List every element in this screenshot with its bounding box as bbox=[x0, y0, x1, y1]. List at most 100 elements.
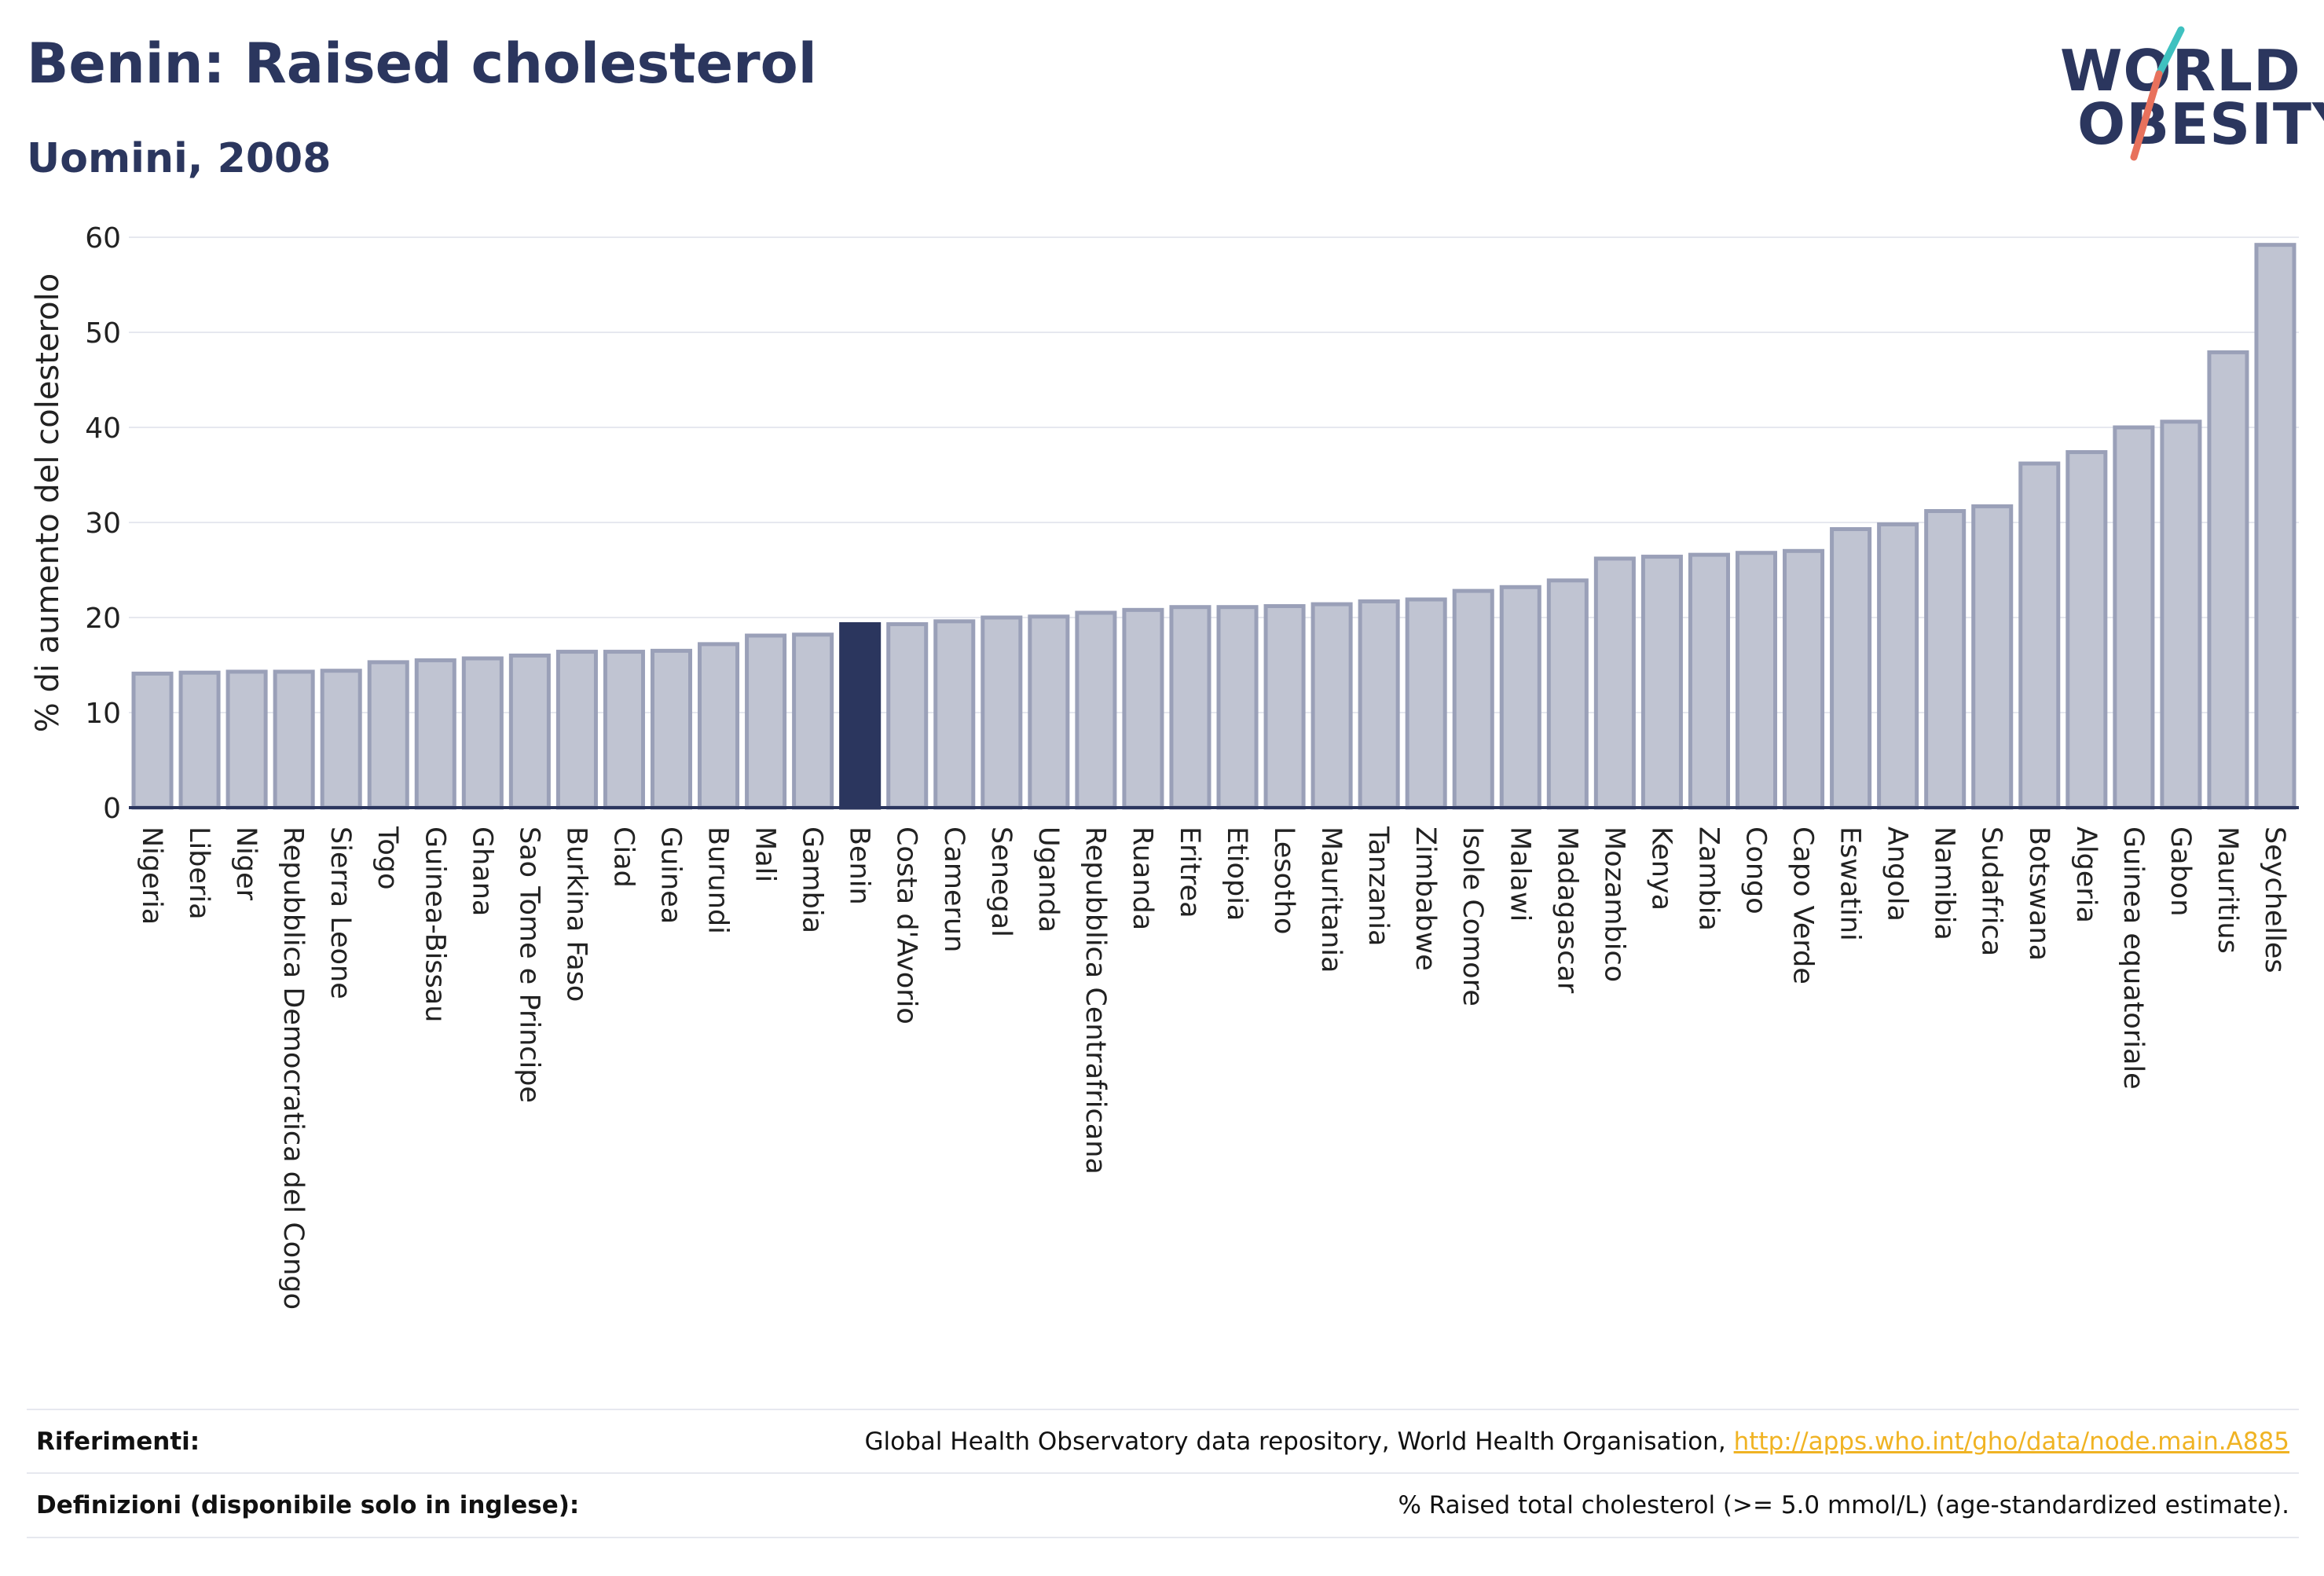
y-tick-label: 0 bbox=[103, 793, 121, 825]
bar-eritrea[interactable] bbox=[1169, 605, 1211, 810]
world-obesity-logo[interactable]: WORLD OBESITY bbox=[2049, 22, 2324, 171]
y-tick-label: 50 bbox=[85, 317, 121, 350]
x-tick-label: Zambia bbox=[1692, 826, 1724, 931]
y-axis-label: % di aumento del colesterolo bbox=[30, 273, 66, 732]
x-tick-label: Guinea-Bissau bbox=[419, 826, 450, 1022]
x-tick-label: Repubblica Centrafricana bbox=[1080, 826, 1111, 1175]
bar-mali[interactable] bbox=[745, 633, 787, 810]
x-tick-label: Benin bbox=[844, 826, 875, 905]
bar-lesotho[interactable] bbox=[1263, 603, 1306, 810]
bar-repubblica-centrafricana[interactable] bbox=[1075, 610, 1117, 810]
bar-repubblica-democratica-del-congo[interactable] bbox=[273, 669, 315, 810]
bar-isole-comore[interactable] bbox=[1452, 588, 1494, 810]
bar-costa-d-avorio[interactable] bbox=[886, 621, 929, 810]
x-tick-label: Botswana bbox=[2023, 826, 2055, 961]
bar-mozambico[interactable] bbox=[1593, 556, 1636, 810]
x-tick-label: Burundi bbox=[702, 826, 734, 934]
y-tick-label: 40 bbox=[85, 412, 121, 445]
bar-nigeria[interactable] bbox=[131, 671, 174, 810]
x-tick-label: Repubblica Democratica del Congo bbox=[277, 826, 309, 1310]
bar-angola[interactable] bbox=[1877, 522, 1919, 810]
x-tick-label: Capo Verde bbox=[1787, 826, 1819, 984]
bar-burkina-faso[interactable] bbox=[555, 650, 598, 810]
bar-sudafrica[interactable] bbox=[1971, 504, 2014, 810]
x-tick-label: Angola bbox=[1882, 826, 1913, 922]
bar-eswatini[interactable] bbox=[1830, 526, 1872, 810]
bar-malawi[interactable] bbox=[1499, 585, 1541, 810]
x-tick-label: Mauritania bbox=[1315, 826, 1347, 973]
bar-zimbabwe[interactable] bbox=[1405, 597, 1447, 810]
bar-liberia[interactable] bbox=[178, 670, 221, 810]
x-tick-label: Ghana bbox=[466, 826, 497, 916]
bars bbox=[131, 243, 2297, 810]
references-text: Global Health Observatory data repositor… bbox=[865, 1428, 2299, 1456]
y-tick-label: 20 bbox=[85, 603, 121, 635]
bar-guinea-equatoriale[interactable] bbox=[2113, 425, 2155, 810]
bar-sierra-leone[interactable] bbox=[320, 669, 362, 810]
bar-etiopia[interactable] bbox=[1216, 605, 1259, 810]
bar-gabon[interactable] bbox=[2160, 420, 2202, 810]
bar-gambia[interactable] bbox=[792, 632, 834, 810]
definitions-row: Definizioni (disponibile solo in inglese… bbox=[27, 1472, 2299, 1538]
bar-seychelles[interactable] bbox=[2254, 243, 2297, 810]
logo-word-world: WORLD bbox=[2060, 38, 2301, 104]
x-tick-label: Madagascar bbox=[1551, 826, 1582, 994]
bar-mauritius[interactable] bbox=[2207, 350, 2249, 810]
references-source: Global Health Observatory data repositor… bbox=[864, 1428, 1726, 1456]
bar-tanzania[interactable] bbox=[1358, 599, 1400, 810]
bar-congo[interactable] bbox=[1735, 551, 1778, 810]
bar-benin[interactable] bbox=[839, 621, 882, 810]
references-row: Riferimenti: Global Health Observatory d… bbox=[27, 1409, 2299, 1473]
chart-subtitle: Uomini, 2008 bbox=[27, 135, 332, 182]
bar-burundi[interactable] bbox=[698, 642, 740, 810]
bar-madagascar[interactable] bbox=[1546, 578, 1589, 810]
x-tick-label: Seychelles bbox=[2259, 826, 2290, 973]
x-tick-label: Algeria bbox=[2070, 826, 2102, 923]
y-axis-ticks: 0 10 20 30 40 50 60 bbox=[85, 222, 121, 825]
y-tick-label: 60 bbox=[85, 222, 121, 255]
x-tick-label: Togo bbox=[372, 826, 403, 889]
bar-uganda[interactable] bbox=[1028, 614, 1070, 810]
x-tick-label: Mozambico bbox=[1598, 826, 1629, 982]
bar-zambia[interactable] bbox=[1688, 552, 1730, 810]
bar-camerun[interactable] bbox=[933, 619, 976, 810]
bar-senegal[interactable] bbox=[981, 615, 1023, 810]
x-tick-label: Zimbabwe bbox=[1409, 826, 1441, 971]
x-tick-label: Eritrea bbox=[1174, 826, 1205, 918]
x-tick-label: Namibia bbox=[1929, 826, 1960, 940]
bar-ciad[interactable] bbox=[603, 650, 645, 810]
bar-namibia[interactable] bbox=[1924, 508, 1967, 810]
y-tick-label: 10 bbox=[85, 698, 121, 730]
bar-algeria[interactable] bbox=[2066, 449, 2108, 810]
bar-guinea-bissau[interactable] bbox=[414, 658, 456, 810]
bar-ruanda[interactable] bbox=[1122, 607, 1164, 810]
bar-kenya[interactable] bbox=[1640, 555, 1683, 810]
x-tick-label: Sao Tome e Principe bbox=[513, 826, 544, 1103]
y-tick-label: 30 bbox=[85, 508, 121, 540]
x-tick-label: Gambia bbox=[797, 826, 828, 933]
x-tick-label: Niger bbox=[230, 826, 262, 901]
bar-togo[interactable] bbox=[367, 660, 409, 810]
x-tick-label: Kenya bbox=[1645, 826, 1677, 911]
bar-sao-tome-e-principe[interactable] bbox=[508, 653, 551, 810]
bar-mauritania[interactable] bbox=[1310, 602, 1353, 810]
x-tick-label: Gabon bbox=[2165, 826, 2196, 916]
x-tick-label: Senegal bbox=[985, 826, 1017, 937]
bar-ghana[interactable] bbox=[461, 656, 504, 810]
references-link[interactable]: http://apps.who.int/gho/data/node.main.A… bbox=[1733, 1428, 2289, 1456]
x-tick-label: Isole Comore bbox=[1457, 826, 1488, 1006]
x-tick-label: Camerun bbox=[938, 826, 970, 952]
x-tick-label: Mali bbox=[750, 826, 781, 882]
x-tick-label: Etiopia bbox=[1221, 826, 1252, 921]
x-tick-label: Guinea bbox=[655, 826, 687, 924]
logo-word-obesity: OBESITY bbox=[2077, 91, 2324, 157]
bar-capo-verde[interactable] bbox=[1783, 548, 1825, 810]
x-tick-label: Mauritius bbox=[2212, 826, 2243, 954]
chart-title: Benin: Raised cholesterol bbox=[27, 31, 817, 96]
x-tick-label: Congo bbox=[1740, 826, 1772, 914]
bar-guinea[interactable] bbox=[650, 648, 693, 810]
bar-botswana[interactable] bbox=[2018, 461, 2061, 810]
bar-niger[interactable] bbox=[225, 669, 268, 810]
x-tick-label: Lesotho bbox=[1268, 826, 1299, 934]
x-tick-label: Eswatini bbox=[1835, 826, 1866, 941]
